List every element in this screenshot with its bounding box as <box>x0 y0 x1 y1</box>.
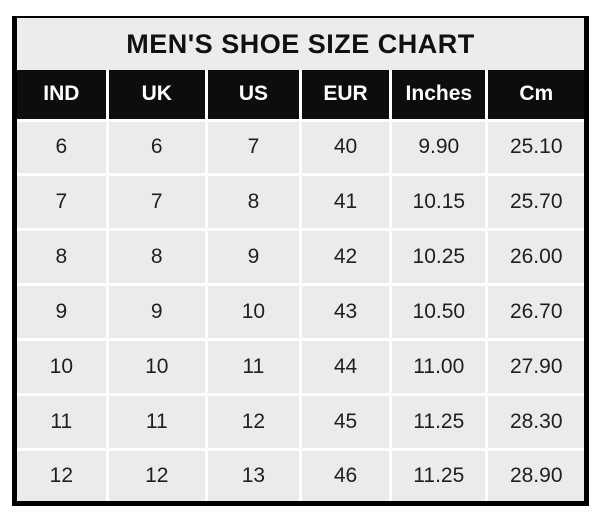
table-cell: 11.25 <box>389 447 487 501</box>
table-cell: 28.30 <box>485 392 584 450</box>
table-row: 12 12 13 46 11.25 28.90 <box>17 447 584 501</box>
table-row: 7 7 8 41 10.15 25.70 <box>17 173 584 230</box>
column-header-uk: UK <box>105 70 207 120</box>
table-cell: 12 <box>204 392 301 450</box>
table-cell: 43 <box>298 283 391 340</box>
table-row: 8 8 9 42 10.25 26.00 <box>17 228 584 285</box>
table-cell: 8 <box>105 228 207 285</box>
table-row: 6 6 7 40 9.90 25.10 <box>17 118 584 175</box>
column-header-inches: Inches <box>389 70 487 120</box>
size-table: MEN'S SHOE SIZE CHART IND UK US EUR Inches Cm… <box>17 18 584 501</box>
table-cell: 25.70 <box>485 173 584 230</box>
table-cell: 7 <box>204 118 301 175</box>
table-cell: 41 <box>298 173 391 230</box>
shoe-size-chart: MEN'S SHOE SIZE CHART IND UK US EUR Inches Cm… <box>12 16 589 506</box>
column-header-eur: EUR <box>298 70 391 120</box>
table-cell: 26.00 <box>485 228 584 285</box>
table-cell: 7 <box>105 173 207 230</box>
table-cell: 11 <box>204 337 301 395</box>
table-cell: 28.90 <box>485 447 584 501</box>
table-cell: 8 <box>17 228 108 285</box>
table-cell: 11.00 <box>389 337 487 395</box>
table-cell: 10 <box>204 283 301 340</box>
table-cell: 10 <box>17 337 108 395</box>
table-cell: 11.25 <box>389 392 487 450</box>
table-cell: 6 <box>17 118 108 175</box>
table-cell: 26.70 <box>485 283 584 340</box>
table-cell: 40 <box>298 118 391 175</box>
table-cell: 10.15 <box>389 173 487 230</box>
table-cell: 9 <box>204 228 301 285</box>
table-cell: 9 <box>105 283 207 340</box>
table-cell: 7 <box>17 173 108 230</box>
table-cell: 45 <box>298 392 391 450</box>
table-row: 11 11 12 45 11.25 28.30 <box>17 392 584 450</box>
column-header-cm: Cm <box>485 70 584 120</box>
table-cell: 9.90 <box>389 118 487 175</box>
table-cell: 9 <box>17 283 108 340</box>
header-row: IND UK US EUR Inches Cm <box>17 70 584 120</box>
table-cell: 10.50 <box>389 283 487 340</box>
chart-title: MEN'S SHOE SIZE CHART <box>17 18 584 70</box>
table-cell: 44 <box>298 337 391 395</box>
table-cell: 13 <box>204 447 301 501</box>
title-row: MEN'S SHOE SIZE CHART <box>17 18 584 70</box>
column-header-us: US <box>204 70 301 120</box>
table-cell: 10.25 <box>389 228 487 285</box>
table-cell: 6 <box>105 118 207 175</box>
column-header-ind: IND <box>17 70 108 120</box>
table-cell: 8 <box>204 173 301 230</box>
table-cell: 10 <box>105 337 207 395</box>
table-cell: 12 <box>105 447 207 501</box>
table-cell: 12 <box>17 447 108 501</box>
table-cell: 25.10 <box>485 118 584 175</box>
table-body: 6 6 7 40 9.90 25.10 7 7 8 41 10.15 25.70 8 8 9 42 10.25 2… <box>17 118 584 501</box>
table-cell: 27.90 <box>485 337 584 395</box>
table-cell: 42 <box>298 228 391 285</box>
table-cell: 11 <box>17 392 108 450</box>
table-row: 10 10 11 44 11.00 27.90 <box>17 337 584 395</box>
table-cell: 46 <box>298 447 391 501</box>
table-cell: 11 <box>105 392 207 450</box>
table-row: 9 9 10 43 10.50 26.70 <box>17 283 584 340</box>
